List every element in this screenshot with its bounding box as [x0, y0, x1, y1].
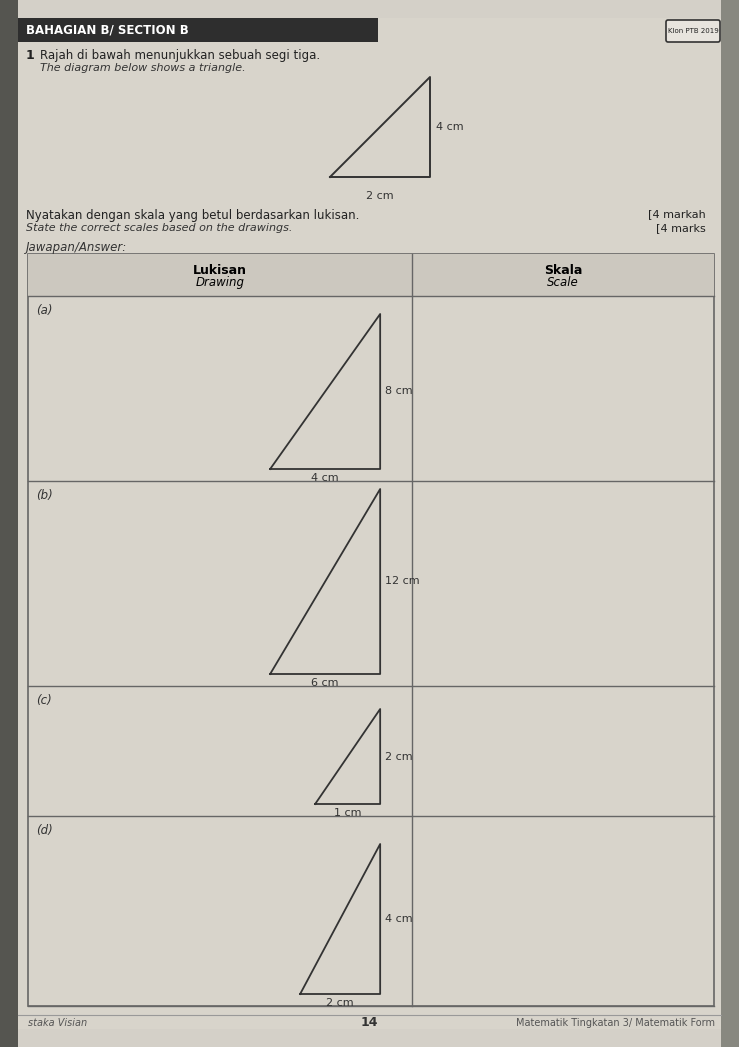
Text: 2 cm: 2 cm — [385, 752, 413, 761]
Text: (c): (c) — [36, 694, 52, 707]
Text: Klon PTB 2019: Klon PTB 2019 — [667, 28, 718, 34]
Text: 2 cm: 2 cm — [367, 191, 394, 201]
Text: State the correct scales based on the drawings.: State the correct scales based on the dr… — [26, 223, 293, 233]
Text: (a): (a) — [36, 304, 52, 317]
Text: staka Visian: staka Visian — [28, 1018, 87, 1028]
Text: Lukisan: Lukisan — [193, 264, 247, 277]
Text: (d): (d) — [36, 824, 52, 837]
Text: 14: 14 — [360, 1017, 378, 1029]
Text: BAHAGIAN B/ SECTION B: BAHAGIAN B/ SECTION B — [26, 23, 188, 37]
Text: 12 cm: 12 cm — [385, 577, 420, 586]
Text: 1 cm: 1 cm — [334, 808, 361, 818]
Text: Nyatakan dengan skala yang betul berdasarkan lukisan.: Nyatakan dengan skala yang betul berdasa… — [26, 209, 359, 222]
Text: 4 cm: 4 cm — [436, 122, 463, 132]
Bar — [721, 0, 739, 1047]
Text: The diagram below shows a triangle.: The diagram below shows a triangle. — [40, 63, 245, 73]
Text: 4 cm: 4 cm — [311, 473, 339, 483]
Text: Matematik Tingkatan 3/ Matematik Form: Matematik Tingkatan 3/ Matematik Form — [516, 1018, 715, 1028]
Bar — [18, 18, 378, 42]
Text: 4 cm: 4 cm — [385, 914, 413, 925]
Text: 1: 1 — [26, 49, 35, 62]
Text: 2 cm: 2 cm — [327, 998, 354, 1008]
Bar — [0, 0, 18, 1047]
Bar — [28, 254, 714, 296]
Text: [4 markah: [4 markah — [648, 209, 706, 219]
Text: Jawapan/Answer:: Jawapan/Answer: — [26, 241, 127, 254]
Bar — [28, 254, 714, 1006]
Text: Drawing: Drawing — [196, 276, 245, 289]
Text: (b): (b) — [36, 489, 52, 502]
Text: 8 cm: 8 cm — [385, 386, 413, 397]
Text: [4 marks: [4 marks — [656, 223, 706, 233]
Text: Scale: Scale — [547, 276, 579, 289]
FancyBboxPatch shape — [666, 20, 720, 42]
Text: Rajah di bawah menunjukkan sebuah segi tiga.: Rajah di bawah menunjukkan sebuah segi t… — [40, 49, 320, 62]
Text: Skala: Skala — [544, 264, 582, 277]
Text: 6 cm: 6 cm — [311, 678, 339, 688]
